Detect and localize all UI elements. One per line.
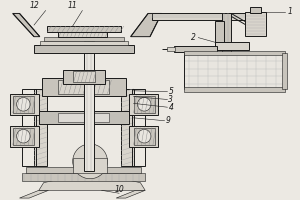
Bar: [152, 13, 258, 20]
Bar: [22, 173, 145, 181]
Bar: [34, 89, 46, 166]
Bar: [245, 12, 266, 36]
Bar: [73, 158, 107, 173]
Circle shape: [137, 129, 151, 143]
Bar: [250, 7, 261, 13]
Bar: [58, 29, 106, 37]
Circle shape: [16, 129, 30, 143]
Polygon shape: [116, 190, 145, 198]
Text: 4: 4: [168, 103, 173, 112]
Bar: [184, 51, 285, 55]
Text: 10: 10: [114, 185, 124, 194]
Bar: [174, 46, 217, 52]
Circle shape: [73, 144, 107, 179]
Bar: [282, 53, 287, 89]
Bar: [73, 71, 95, 82]
Polygon shape: [131, 13, 162, 37]
Polygon shape: [13, 13, 40, 37]
Bar: [121, 89, 134, 166]
Bar: [46, 26, 121, 32]
Text: 12: 12: [29, 1, 39, 10]
Bar: [10, 94, 39, 115]
Bar: [215, 42, 249, 50]
Bar: [184, 53, 285, 89]
Bar: [134, 96, 155, 113]
Text: 5: 5: [168, 87, 173, 96]
Bar: [58, 113, 110, 122]
Bar: [84, 41, 94, 171]
Bar: [167, 47, 175, 51]
Text: 3: 3: [168, 95, 173, 104]
Bar: [63, 70, 105, 84]
Bar: [26, 167, 141, 173]
Bar: [184, 87, 285, 92]
Bar: [22, 89, 36, 166]
Bar: [129, 94, 158, 115]
Bar: [13, 96, 34, 113]
Polygon shape: [39, 181, 145, 190]
Text: 2: 2: [190, 33, 195, 42]
Bar: [221, 13, 231, 65]
Bar: [132, 89, 145, 166]
Text: 1: 1: [287, 7, 292, 16]
Bar: [215, 21, 224, 50]
Bar: [134, 128, 155, 145]
Polygon shape: [20, 190, 49, 198]
Bar: [13, 128, 34, 145]
Bar: [44, 37, 124, 41]
Circle shape: [16, 98, 30, 111]
Bar: [34, 45, 134, 53]
Bar: [129, 126, 158, 147]
Bar: [42, 78, 126, 96]
Bar: [39, 111, 129, 124]
Circle shape: [137, 98, 151, 111]
Text: 9: 9: [166, 116, 170, 125]
Bar: [40, 41, 128, 45]
Text: 11: 11: [68, 1, 78, 10]
Bar: [10, 126, 39, 147]
Bar: [58, 80, 110, 94]
